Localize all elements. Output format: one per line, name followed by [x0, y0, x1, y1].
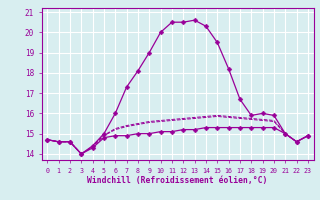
- X-axis label: Windchill (Refroidissement éolien,°C): Windchill (Refroidissement éolien,°C): [87, 176, 268, 185]
